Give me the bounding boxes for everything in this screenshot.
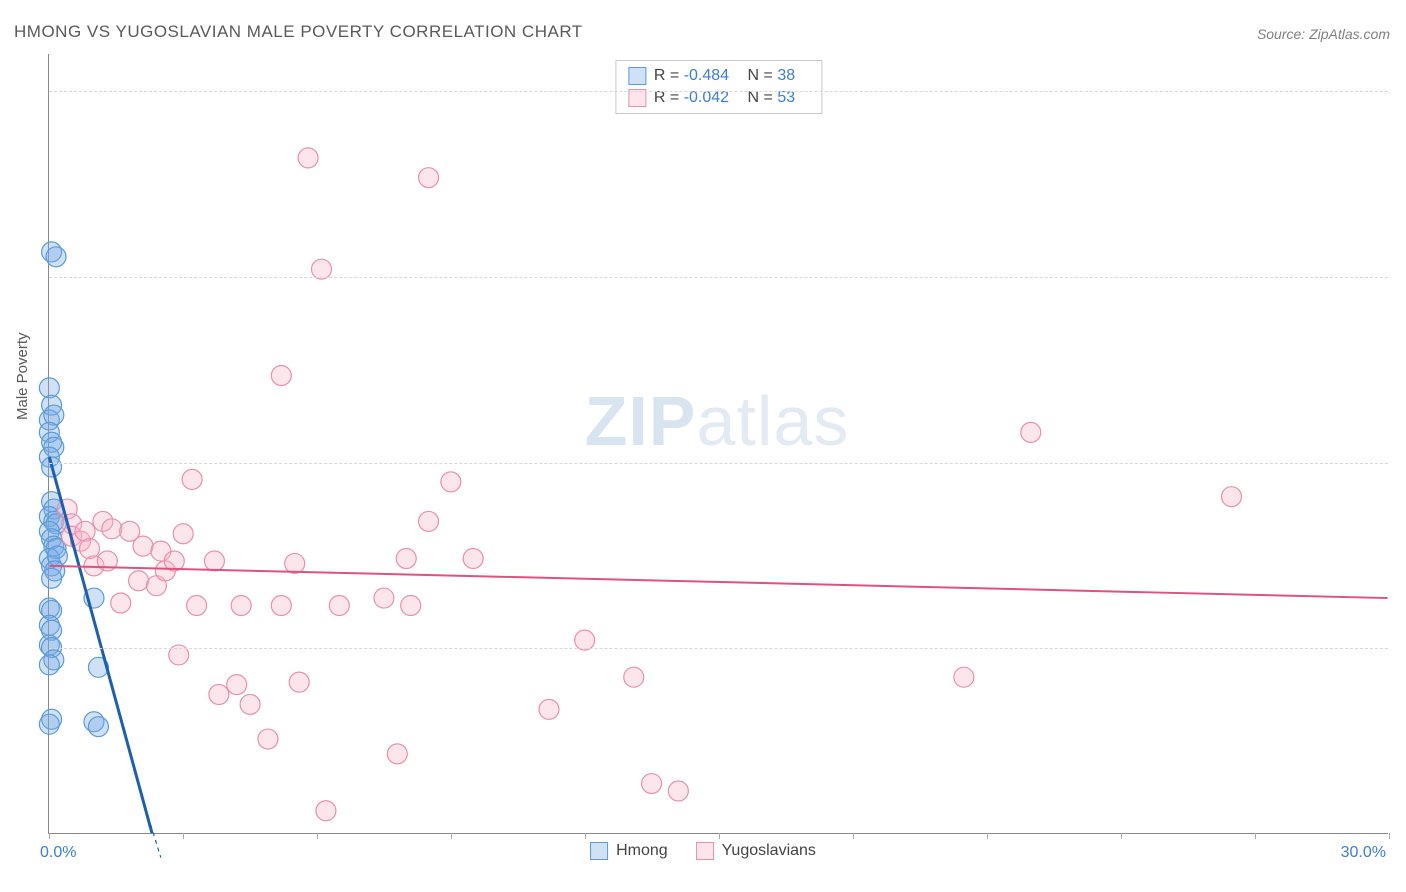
- data-point: [401, 595, 421, 615]
- x-tick: [719, 833, 720, 839]
- legend-swatch: [628, 67, 646, 85]
- trend-line: [49, 566, 1387, 598]
- data-point: [129, 571, 149, 591]
- data-point: [240, 694, 260, 714]
- data-point: [463, 549, 483, 569]
- data-point: [624, 667, 644, 687]
- data-point: [80, 539, 100, 559]
- legend-swatch: [590, 842, 608, 860]
- x-tick: [1121, 833, 1122, 839]
- x-axis-min-label: 0.0%: [40, 844, 76, 862]
- data-point: [1222, 487, 1242, 507]
- data-point: [387, 744, 407, 764]
- grid-line: [49, 277, 1388, 278]
- data-point: [227, 675, 247, 695]
- x-tick: [853, 833, 854, 839]
- data-point: [298, 148, 318, 168]
- y-tick-label: 15.0%: [1396, 454, 1406, 471]
- x-axis-max-label: 30.0%: [1341, 844, 1386, 862]
- data-point: [88, 717, 108, 737]
- scatter-svg: [49, 54, 1388, 833]
- x-tick: [183, 833, 184, 839]
- data-point: [182, 469, 202, 489]
- data-point: [289, 672, 309, 692]
- data-point: [1021, 422, 1041, 442]
- data-point: [539, 699, 559, 719]
- data-point: [46, 247, 66, 267]
- data-point: [419, 511, 439, 531]
- data-point: [668, 781, 688, 801]
- data-point: [187, 595, 207, 615]
- legend-item: Yugoslavians: [696, 842, 816, 860]
- data-point: [42, 568, 62, 588]
- x-tick: [49, 833, 50, 839]
- x-tick: [1255, 833, 1256, 839]
- legend-label: Hmong: [616, 842, 668, 860]
- data-point: [133, 536, 153, 556]
- data-point: [75, 521, 95, 541]
- data-point: [173, 524, 193, 544]
- legend-label: Yugoslavians: [722, 842, 816, 860]
- data-point: [258, 729, 278, 749]
- data-point: [271, 595, 291, 615]
- data-point: [39, 714, 59, 734]
- data-point: [285, 553, 305, 573]
- y-axis-label: Male Poverty: [14, 332, 31, 420]
- x-tick: [1389, 833, 1390, 839]
- legend-row: R = -0.484 N = 38: [628, 65, 809, 87]
- data-point: [44, 405, 64, 425]
- chart-plot-area: R = -0.484 N = 38R = -0.042 N = 53 ZIPat…: [48, 54, 1388, 834]
- data-point: [39, 655, 59, 675]
- data-point: [271, 366, 291, 386]
- y-tick-label: 30.0%: [1396, 83, 1406, 100]
- series-legend: Hmong Yugoslavians: [590, 842, 816, 860]
- x-tick: [451, 833, 452, 839]
- x-tick: [317, 833, 318, 839]
- source-attribution: Source: ZipAtlas.com: [1257, 26, 1390, 42]
- grid-line: [49, 648, 1388, 649]
- data-point: [231, 595, 251, 615]
- chart-title: HMONG VS YUGOSLAVIAN MALE POVERTY CORREL…: [14, 22, 583, 42]
- x-tick: [585, 833, 586, 839]
- data-point: [575, 630, 595, 650]
- data-point: [642, 774, 662, 794]
- grid-line: [49, 91, 1388, 92]
- x-tick: [987, 833, 988, 839]
- legend-item: Hmong: [590, 842, 668, 860]
- y-tick-label: 22.5%: [1396, 268, 1406, 285]
- y-tick-label: 7.5%: [1396, 640, 1406, 657]
- data-point: [204, 551, 224, 571]
- data-point: [441, 472, 461, 492]
- data-point: [102, 519, 122, 539]
- data-point: [329, 595, 349, 615]
- legend-stats: R = -0.484 N = 38: [654, 67, 809, 85]
- data-point: [396, 549, 416, 569]
- data-point: [374, 588, 394, 608]
- data-point: [419, 168, 439, 188]
- data-point: [111, 593, 131, 613]
- data-point: [954, 667, 974, 687]
- data-point: [209, 685, 229, 705]
- data-point: [316, 801, 336, 821]
- grid-line: [49, 463, 1388, 464]
- correlation-legend: R = -0.484 N = 38R = -0.042 N = 53: [615, 60, 822, 114]
- legend-swatch: [696, 842, 714, 860]
